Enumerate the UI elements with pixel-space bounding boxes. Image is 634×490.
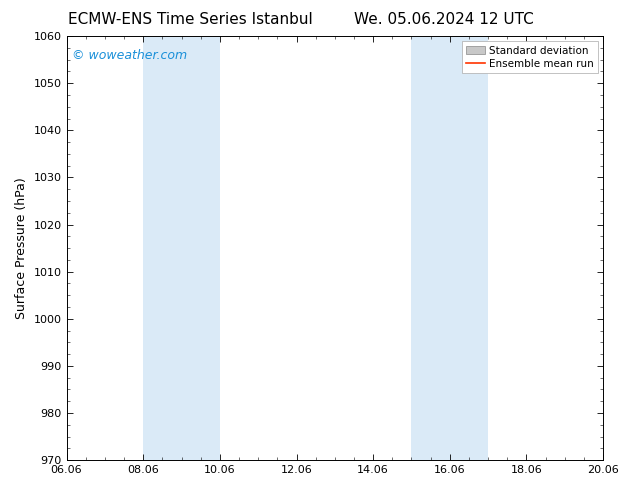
Text: We. 05.06.2024 12 UTC: We. 05.06.2024 12 UTC [354,12,534,27]
Y-axis label: Surface Pressure (hPa): Surface Pressure (hPa) [15,177,28,319]
Text: © woweather.com: © woweather.com [72,49,187,62]
Bar [411,36,488,460]
Text: ECMW-ENS Time Series Istanbul: ECMW-ENS Time Series Istanbul [68,12,313,27]
Legend: Standard deviation, Ensemble mean run: Standard deviation, Ensemble mean run [462,41,598,73]
Bar [143,36,220,460]
